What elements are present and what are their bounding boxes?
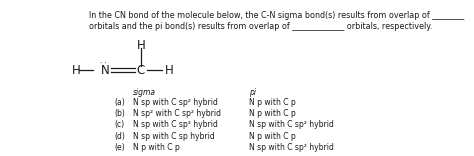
Text: C: C: [137, 64, 145, 77]
Text: N sp with C sp³ hybrid: N sp with C sp³ hybrid: [133, 120, 218, 129]
Text: H: H: [137, 39, 146, 52]
Text: (c): (c): [115, 120, 125, 129]
Text: N sp with C sp² hybrid: N sp with C sp² hybrid: [249, 120, 334, 129]
Text: orbitals and the pi bond(s) results from overlap of _____________ orbitals, resp: orbitals and the pi bond(s) results from…: [89, 22, 432, 31]
Text: N sp with C sp² hybrid: N sp with C sp² hybrid: [133, 98, 218, 107]
Text: N p with C p: N p with C p: [249, 109, 295, 118]
Text: · ·: · ·: [100, 60, 107, 66]
Text: N p with C p: N p with C p: [249, 98, 295, 107]
Text: (a): (a): [115, 98, 126, 107]
Text: N: N: [100, 64, 109, 77]
Text: N sp with C sp² hybrid: N sp with C sp² hybrid: [249, 143, 334, 152]
Text: H: H: [165, 64, 173, 77]
Text: N sp² with C sp² hybrid: N sp² with C sp² hybrid: [133, 109, 221, 118]
Text: N p with C p: N p with C p: [133, 143, 180, 152]
Text: (b): (b): [115, 109, 126, 118]
Text: pi: pi: [249, 88, 255, 97]
Text: In the CN bond of the molecule below, the C-N sigma bond(s) results from overlap: In the CN bond of the molecule below, th…: [89, 11, 465, 20]
Text: (e): (e): [115, 143, 125, 152]
Text: N p with C p: N p with C p: [249, 132, 295, 141]
Text: (d): (d): [115, 132, 126, 141]
Text: N sp with C sp hybrid: N sp with C sp hybrid: [133, 132, 215, 141]
Text: sigma: sigma: [133, 88, 156, 97]
Text: H: H: [72, 64, 80, 77]
